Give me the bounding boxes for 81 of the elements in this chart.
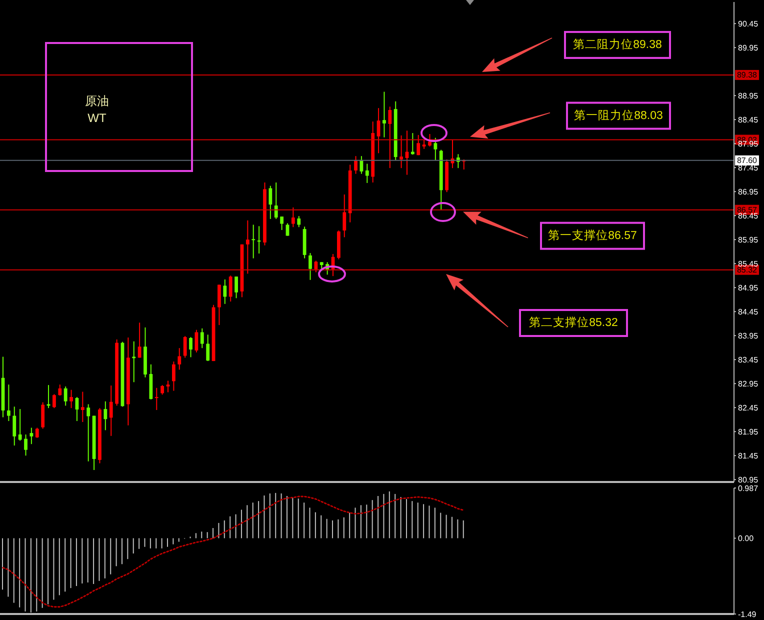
y-tick-label: 83.95 [738, 331, 759, 340]
candlestick [354, 156, 358, 174]
candlestick [172, 361, 176, 392]
candlestick [41, 402, 45, 430]
candlestick [246, 220, 250, 274]
y-tick-label: 80.95 [738, 475, 759, 484]
candlestick [234, 276, 238, 299]
candlestick [18, 408, 22, 442]
y-tick-label: 90.45 [738, 19, 759, 28]
y-tick-label: 85.95 [738, 235, 759, 244]
candlestick [314, 260, 318, 273]
candlestick [268, 185, 272, 220]
y-tick-label: 81.95 [738, 427, 759, 436]
candlestick [178, 348, 182, 370]
candlestick [183, 336, 187, 358]
y-tick-label: 84.45 [738, 307, 759, 316]
candlestick [194, 329, 198, 353]
candlestick [274, 182, 278, 220]
candlestick [400, 134, 403, 169]
candlestick [206, 334, 210, 362]
y-tick-label: 82.95 [738, 379, 759, 388]
candlestick [280, 216, 284, 230]
candlestick [24, 434, 28, 456]
y-tick-label: 87.45 [738, 163, 759, 172]
candlestick [388, 106, 392, 169]
candlestick [35, 427, 39, 438]
candlestick [365, 163, 369, 184]
candlestick [166, 380, 170, 393]
y-tick-label: 0.987 [738, 484, 759, 493]
candlestick [286, 222, 290, 236]
candlestick [422, 139, 426, 150]
candlestick [434, 137, 438, 161]
candlestick [104, 400, 108, 431]
candlestick [30, 427, 34, 445]
ref-line-label: 87.60 [736, 156, 758, 165]
y-tick-label: 84.95 [738, 283, 759, 292]
candlestick [58, 384, 62, 396]
annotation: 原油 [85, 94, 109, 108]
ref-line-label: 89.38 [736, 70, 758, 80]
candlestick [86, 404, 90, 462]
y-tick-label: 88.95 [738, 91, 759, 100]
candlestick [308, 252, 312, 280]
annotation: 第一支撑位86.57 [548, 228, 637, 242]
y-tick-label: 82.45 [738, 403, 759, 412]
candlestick [252, 224, 256, 259]
candlestick [160, 384, 164, 396]
candlestick [189, 336, 192, 358]
candlestick [218, 284, 221, 326]
candlestick [297, 216, 301, 228]
line-series [2, 496, 464, 608]
y-tick-label: 88.45 [738, 115, 759, 124]
candlestick [80, 391, 84, 422]
candlestick [200, 328, 204, 349]
candlestick [382, 91, 386, 138]
y-tick-label: 0.00 [738, 534, 754, 544]
candlestick [223, 278, 227, 304]
y-tick-label: 81.45 [738, 451, 759, 460]
candlestick [6, 384, 10, 422]
candlestick [109, 385, 113, 436]
candlestick [64, 386, 68, 406]
candlestick [416, 134, 420, 156]
candlestick [12, 406, 16, 446]
candlestick [46, 384, 50, 409]
y-tick-label: 89.95 [738, 43, 759, 52]
y-tick-label: 86.95 [738, 187, 759, 196]
candlestick [132, 340, 136, 383]
y-tick-label: 83.45 [738, 355, 759, 364]
candlestick [52, 394, 56, 409]
candlestick [428, 134, 432, 147]
y-tick-label: -1.49 [738, 610, 757, 619]
candlestick [228, 275, 232, 302]
candlestick [154, 387, 158, 410]
candlestick [138, 322, 142, 358]
candlestick [342, 194, 346, 238]
annotation: WT [88, 111, 107, 125]
annotation: 第二支撑位85.32 [529, 316, 618, 329]
annotation: 第二阻力位89.38 [573, 38, 662, 51]
candlestick [291, 206, 295, 228]
candlestick [70, 389, 73, 409]
annotation: 第一阻力位88.03 [574, 108, 663, 122]
ref-line-label: 86.57 [736, 205, 758, 214]
